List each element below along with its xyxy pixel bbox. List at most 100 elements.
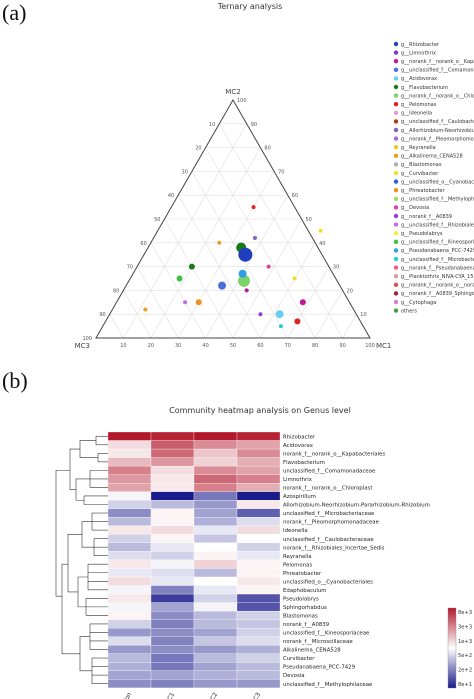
- heatmap-cell: [236, 670, 281, 680]
- heatmap-cell: [107, 645, 152, 654]
- heatmap-cell: [107, 670, 152, 680]
- heatmap-cell: [193, 500, 238, 509]
- heatmap-cell: [193, 542, 238, 552]
- tick-label-left: 50: [154, 217, 160, 223]
- legend-marker: [393, 256, 399, 262]
- row-label: unclassified_f__Caulobacteraceae: [283, 537, 374, 543]
- colorbar-label: 3e+3: [458, 624, 472, 630]
- tick-label-left: 40: [168, 193, 174, 199]
- legend-marker: [393, 162, 399, 167]
- heatmap-cell: [236, 448, 281, 458]
- ternary-point: [195, 299, 202, 306]
- heatmap-cell: [150, 619, 195, 629]
- row-label: Blastomonas: [283, 614, 318, 620]
- row-label: Pelomonas: [283, 562, 312, 568]
- column-label: Con: [121, 691, 133, 699]
- row-label: Curvibacter: [283, 656, 315, 662]
- tick-label-left: 10: [209, 122, 215, 128]
- grid-line: [287, 266, 330, 339]
- legend-label: g__norank_f__norank_o__Chlo: [401, 93, 474, 99]
- heatmap-cell: [236, 645, 281, 654]
- row-label: norank_f__Rhizobiales_Incertae_Sedis: [283, 545, 385, 551]
- legend-marker: [393, 50, 399, 55]
- tick-label-bottom: 90: [339, 343, 345, 349]
- vertex-label-left: MC3: [75, 342, 90, 350]
- heatmap-cell: [107, 602, 152, 612]
- tick-label-right: 30: [333, 265, 339, 271]
- heatmap-cell: [150, 517, 195, 526]
- grid-line: [219, 123, 343, 339]
- heatmap-cells: [107, 431, 281, 689]
- heatmap-cell: [193, 440, 238, 450]
- heatmap-cell: [150, 440, 195, 450]
- ternary-point: [266, 264, 271, 269]
- heatmap-cell: [193, 610, 238, 620]
- heatmap-cell: [193, 474, 238, 484]
- row-label: unclassified_o__Cyanobacteriales: [283, 579, 373, 585]
- ternary-point: [275, 310, 284, 319]
- legend-marker: [393, 67, 399, 73]
- legend-label: g__Cytophaga: [401, 300, 436, 306]
- row-label: Pseudanabaena_PCC-7429: [283, 665, 356, 671]
- ternary-point: [251, 205, 256, 210]
- row-label: Acidovorax: [283, 443, 314, 449]
- heatmap-cell: [107, 465, 152, 475]
- legend-label: g__Curvibacter: [401, 171, 439, 177]
- dendrogram-branch: [61, 563, 80, 655]
- heatmap-cell: [150, 431, 195, 441]
- dendrogram-branch: [55, 470, 70, 597]
- row-label: Edaphobaculum: [283, 588, 327, 594]
- ternary-point: [176, 275, 183, 282]
- heatmap-cell: [150, 636, 195, 646]
- legend-marker: [393, 205, 399, 210]
- row-label: Alkalinema_CENA528: [283, 648, 341, 654]
- heatmap-cell: [150, 457, 195, 467]
- heatmap-cell: [107, 653, 152, 663]
- ternary-point: [258, 312, 263, 317]
- legend-label: g__unclassified_f__Methyloph: [401, 197, 474, 203]
- tick-label-left: 90: [99, 312, 105, 318]
- heatmap-cell: [236, 491, 281, 501]
- heatmap-cell: [150, 568, 195, 578]
- heatmap-cell: [150, 465, 195, 475]
- grid-line: [314, 290, 343, 339]
- legend-marker: [393, 231, 399, 236]
- heatmap-cell: [193, 636, 238, 646]
- heatmap-cell: [107, 440, 152, 450]
- ternary-outline: [95, 98, 371, 339]
- tick-label-bottom: 40: [202, 343, 208, 349]
- tick-label-left: 100: [82, 336, 92, 342]
- ternary-point: [188, 263, 195, 270]
- grid-line: [342, 314, 357, 339]
- colorbar: [447, 607, 457, 689]
- tick-label-bottom: 20: [148, 343, 154, 349]
- heatmap-cell: [236, 440, 281, 450]
- column-label: MC3: [250, 691, 263, 699]
- row-label: norank_f__Microscillaceae: [283, 639, 353, 645]
- heatmap-cell: [236, 585, 281, 595]
- row-label: Reyranella: [283, 554, 312, 560]
- legend-marker: [393, 308, 399, 313]
- legend-label: g__Flavobacterium: [401, 85, 448, 91]
- legend-label: g__norank_f__Pleomorphomon: [401, 136, 474, 142]
- heatmap-cell: [193, 670, 238, 680]
- tick-label-left: 30: [182, 169, 188, 175]
- row-label: unclassified_f__Methylophilaceae: [283, 682, 373, 688]
- legend-label: g__Acidovorax: [401, 76, 437, 82]
- heatmap-cell: [107, 431, 152, 441]
- colorbar-label: 8e+3: [458, 610, 472, 616]
- ternary-point: [238, 269, 247, 278]
- heatmap-cell: [236, 483, 281, 492]
- row-label: Rhizobacter: [283, 434, 316, 440]
- legend-marker: [393, 59, 399, 64]
- heatmap-cell: [107, 474, 152, 484]
- heatmap-cell: [236, 576, 281, 586]
- heatmap-cell: [107, 500, 152, 509]
- vertex-labels: MC2 MC1 MC3: [75, 88, 392, 350]
- tick-label-right: 10: [360, 312, 366, 318]
- heatmap-cell: [107, 662, 152, 671]
- row-label: Devosia: [283, 673, 305, 679]
- vertex-label-right: MC1: [376, 342, 391, 350]
- heatmap-cell: [193, 465, 238, 475]
